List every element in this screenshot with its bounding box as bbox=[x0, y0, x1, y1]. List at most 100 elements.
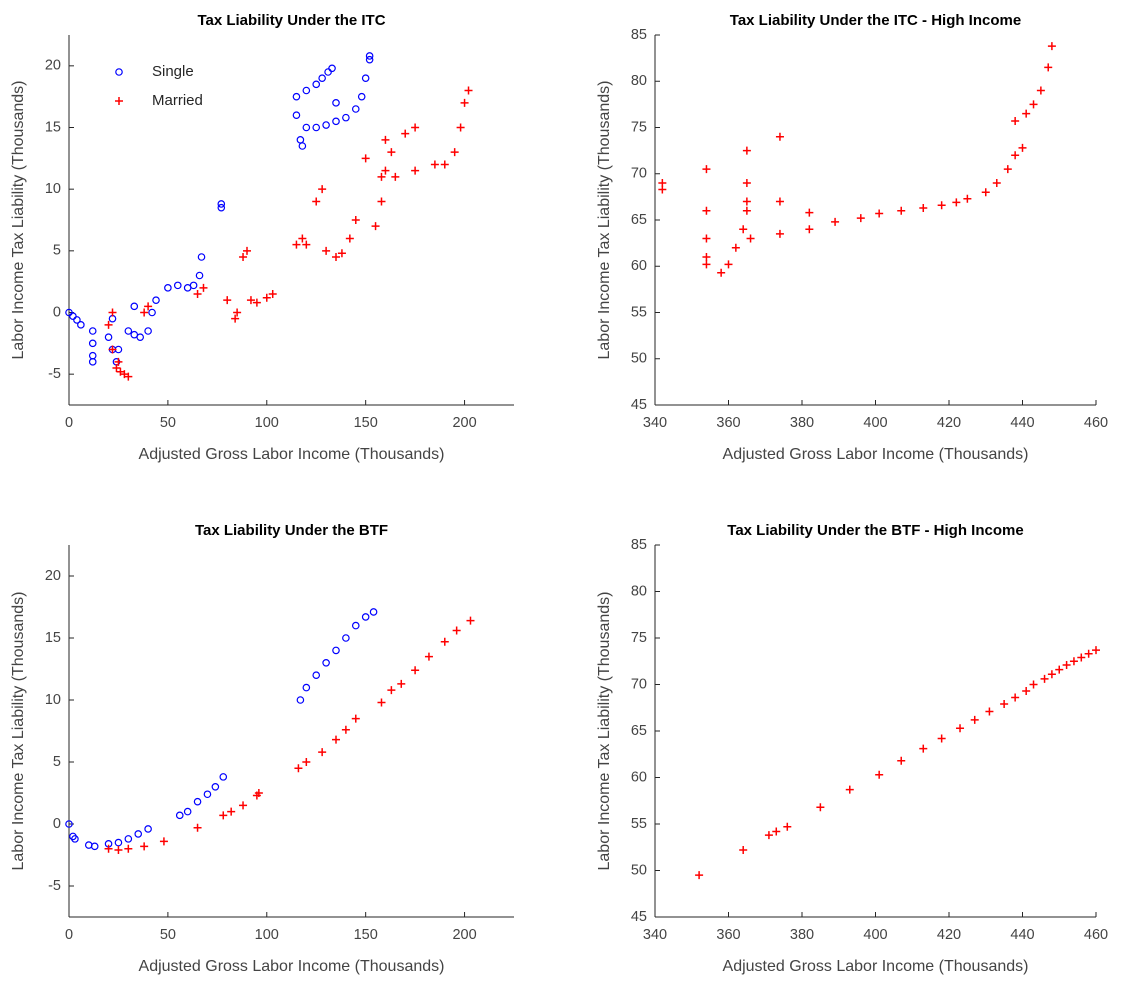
point bbox=[342, 634, 350, 642]
point bbox=[783, 822, 792, 831]
point bbox=[124, 327, 133, 335]
point bbox=[231, 314, 240, 323]
point bbox=[144, 327, 152, 335]
point bbox=[298, 142, 307, 150]
point bbox=[365, 55, 374, 64]
point bbox=[292, 240, 301, 249]
legend-marker bbox=[115, 97, 123, 105]
point bbox=[1040, 674, 1049, 683]
point bbox=[136, 333, 145, 341]
point bbox=[292, 111, 301, 119]
point bbox=[203, 790, 212, 799]
point bbox=[322, 658, 330, 667]
point bbox=[252, 298, 261, 307]
point bbox=[775, 197, 784, 206]
y-tick-label: 50 bbox=[631, 862, 647, 878]
point bbox=[845, 785, 854, 794]
x-tick-label: 360 bbox=[716, 927, 740, 943]
point bbox=[134, 830, 143, 838]
point bbox=[108, 345, 117, 354]
point bbox=[1047, 670, 1056, 679]
point bbox=[322, 246, 331, 255]
x-tick-label: 460 bbox=[1084, 927, 1108, 943]
x-tick-label: 420 bbox=[937, 415, 961, 431]
y-axis-label: Labor Income Tax Liability (Thousands) bbox=[10, 81, 27, 360]
point bbox=[217, 200, 226, 208]
point bbox=[318, 748, 327, 757]
point bbox=[296, 696, 305, 704]
point bbox=[302, 240, 311, 249]
y-tick-label: 45 bbox=[631, 909, 647, 925]
point bbox=[937, 201, 946, 210]
point bbox=[332, 735, 340, 744]
point bbox=[1084, 649, 1093, 658]
point bbox=[108, 308, 117, 317]
subplot: Tax Liability Under the ITC Adjusted Gros… bbox=[10, 12, 514, 463]
x-tick-label: 0 bbox=[65, 927, 73, 943]
y-tick-label: 70 bbox=[631, 166, 647, 182]
x-tick-label: 150 bbox=[354, 927, 378, 943]
point bbox=[193, 290, 202, 298]
point bbox=[742, 197, 751, 206]
point bbox=[233, 308, 242, 317]
point bbox=[430, 160, 439, 169]
y-tick-label: 75 bbox=[631, 119, 647, 135]
point bbox=[724, 260, 733, 269]
legend-marker bbox=[115, 68, 123, 76]
point bbox=[381, 166, 390, 175]
point bbox=[952, 198, 961, 207]
point bbox=[717, 268, 726, 277]
point bbox=[464, 86, 473, 95]
y-tick-label: 50 bbox=[631, 351, 647, 367]
point bbox=[702, 165, 711, 174]
point bbox=[219, 773, 228, 781]
point bbox=[296, 136, 305, 144]
point bbox=[702, 206, 711, 215]
point bbox=[351, 714, 360, 723]
point bbox=[1077, 653, 1086, 662]
point bbox=[312, 80, 321, 89]
point bbox=[460, 98, 469, 107]
point bbox=[312, 671, 321, 680]
point bbox=[361, 74, 370, 82]
y-tick-label: 80 bbox=[631, 73, 647, 89]
point bbox=[84, 841, 93, 849]
point bbox=[104, 844, 113, 853]
point bbox=[124, 372, 133, 381]
point bbox=[411, 166, 420, 175]
point bbox=[411, 123, 420, 132]
point bbox=[387, 148, 396, 157]
y-tick-label: 20 bbox=[45, 58, 61, 74]
point bbox=[658, 179, 667, 187]
point bbox=[351, 621, 360, 630]
point bbox=[391, 172, 400, 181]
point bbox=[361, 613, 370, 621]
point bbox=[140, 842, 149, 851]
point bbox=[342, 113, 350, 122]
point bbox=[369, 608, 378, 616]
point bbox=[124, 835, 133, 843]
x-tick-label: 400 bbox=[863, 415, 887, 431]
point bbox=[294, 764, 303, 773]
y-tick-label: 10 bbox=[45, 692, 61, 708]
x-tick-label: 200 bbox=[452, 415, 476, 431]
point bbox=[104, 320, 113, 329]
point bbox=[239, 253, 248, 261]
y-axis-label: Labor Income Tax Liability (Thousands) bbox=[10, 592, 27, 871]
point bbox=[193, 823, 202, 832]
point bbox=[302, 758, 311, 766]
point bbox=[1029, 680, 1038, 689]
y-tick-label: 5 bbox=[53, 754, 61, 770]
x-tick-label: 100 bbox=[255, 415, 279, 431]
point bbox=[341, 725, 350, 734]
point bbox=[195, 271, 204, 280]
point bbox=[1018, 143, 1027, 152]
point bbox=[292, 92, 301, 101]
point bbox=[65, 820, 73, 828]
point bbox=[219, 811, 228, 820]
point bbox=[381, 135, 390, 144]
point bbox=[193, 797, 202, 806]
point bbox=[332, 99, 340, 107]
point bbox=[77, 321, 85, 329]
x-tick-label: 50 bbox=[160, 927, 176, 943]
